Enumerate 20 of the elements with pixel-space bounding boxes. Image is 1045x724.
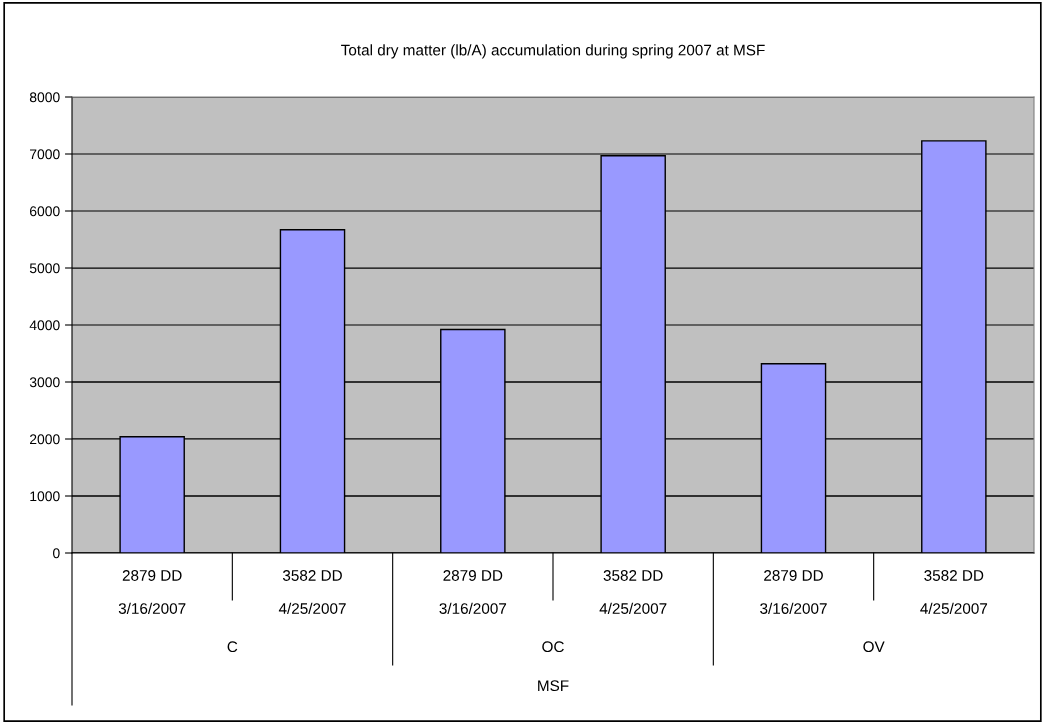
y-tick-label: 0 (53, 548, 60, 559)
text: OC (542, 641, 564, 653)
category-label: 3582 DD 4/25/2007 (920, 570, 988, 614)
category-label: 2879 DD 3/16/2007 (118, 570, 186, 614)
chart-title: Total dry matter (lb/A) accumulation during spring 2007 at MSF (341, 44, 765, 59)
y-tick-label: 2000 (30, 434, 60, 445)
y-tick-label: 1000 (30, 491, 60, 502)
category-label: 2879 DD 3/16/2007 (760, 570, 827, 614)
text: MSF (538, 680, 569, 692)
y-tick-label: 7000 (30, 149, 60, 160)
text: C (227, 641, 238, 653)
category-label: 2879 DD 3/16/2007 (439, 570, 507, 614)
text: OV (863, 641, 885, 653)
y-tick-label: 5000 (29, 263, 60, 274)
y-tick-label: 4000 (29, 320, 60, 331)
category-label: 3582 DD 4/25/2007 (599, 570, 667, 614)
y-tick-label: 6000 (30, 206, 60, 217)
y-tick-label: 8000 (29, 92, 60, 103)
y-tick-label: 3000 (29, 377, 60, 388)
category-label: 3582 DD 4/25/2007 (278, 570, 346, 614)
